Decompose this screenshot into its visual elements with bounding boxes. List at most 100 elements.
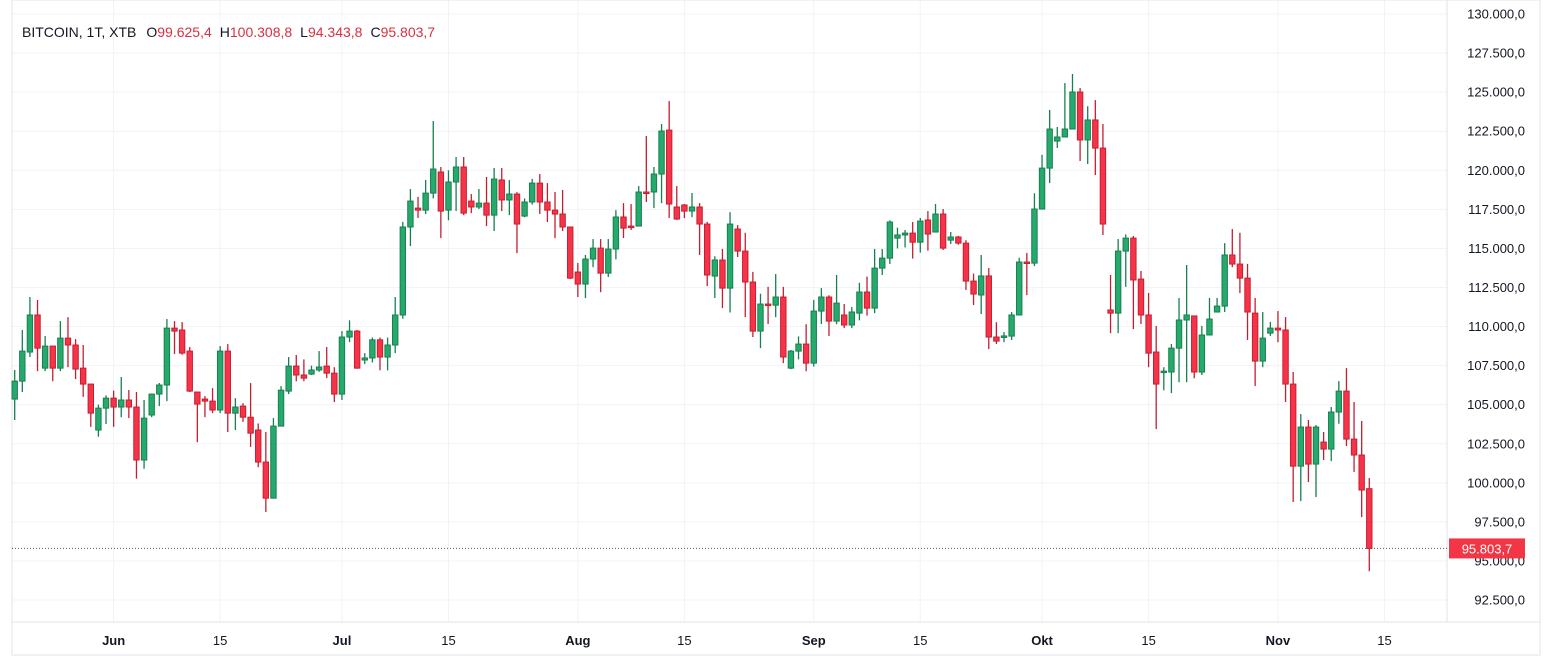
- candle[interactable]: [627, 204, 635, 230]
- candle[interactable]: [635, 186, 642, 227]
- candle[interactable]: [1183, 264, 1190, 383]
- candle[interactable]: [681, 204, 688, 219]
- candle[interactable]: [34, 299, 41, 372]
- candle[interactable]: [376, 337, 384, 371]
- candle[interactable]: [1236, 232, 1244, 294]
- candle[interactable]: [1335, 381, 1343, 424]
- candle[interactable]: [102, 395, 110, 425]
- candle[interactable]: [331, 367, 338, 403]
- candle[interactable]: [224, 344, 231, 433]
- candle[interactable]: [1191, 315, 1198, 379]
- candle[interactable]: [506, 179, 513, 216]
- candle[interactable]: [536, 174, 543, 215]
- candle[interactable]: [620, 203, 627, 239]
- candle[interactable]: [886, 220, 894, 265]
- candle[interactable]: [551, 192, 559, 239]
- candle[interactable]: [1023, 252, 1031, 296]
- candle[interactable]: [673, 186, 680, 220]
- candle[interactable]: [346, 320, 353, 343]
- candle[interactable]: [232, 398, 239, 431]
- candle[interactable]: [209, 388, 216, 414]
- candle[interactable]: [1153, 326, 1160, 430]
- candle[interactable]: [589, 239, 597, 268]
- candle[interactable]: [338, 331, 346, 401]
- candle[interactable]: [293, 355, 300, 382]
- candle[interactable]: [270, 418, 277, 499]
- candle[interactable]: [26, 297, 34, 358]
- candle[interactable]: [1198, 325, 1206, 376]
- candle[interactable]: [1130, 235, 1137, 330]
- candle[interactable]: [764, 286, 772, 325]
- candle[interactable]: [1084, 106, 1091, 165]
- time-axis[interactable]: Jun 15 Jul 15 Aug 15 Sep 15 Okt 15 Nov 15: [102, 633, 1392, 648]
- candle[interactable]: [802, 324, 810, 372]
- candle[interactable]: [582, 254, 589, 299]
- candle[interactable]: [41, 335, 49, 372]
- candle[interactable]: [612, 210, 620, 260]
- candle[interactable]: [696, 203, 703, 255]
- candle[interactable]: [894, 227, 901, 249]
- candle[interactable]: [1251, 297, 1259, 387]
- candle[interactable]: [665, 101, 673, 218]
- candle[interactable]: [513, 192, 521, 254]
- candle[interactable]: [780, 286, 787, 364]
- candle[interactable]: [726, 212, 734, 313]
- candle[interactable]: [384, 337, 391, 371]
- candles[interactable]: [11, 74, 1373, 572]
- candle[interactable]: [247, 383, 254, 447]
- candle[interactable]: [1175, 297, 1183, 383]
- candle[interactable]: [414, 196, 422, 218]
- candle[interactable]: [323, 347, 330, 379]
- candle[interactable]: [947, 232, 954, 245]
- candle[interactable]: [528, 178, 536, 205]
- candle[interactable]: [201, 396, 209, 418]
- candle[interactable]: [498, 167, 505, 212]
- candle[interactable]: [483, 177, 490, 227]
- candle[interactable]: [72, 339, 79, 380]
- candle[interactable]: [308, 365, 315, 376]
- candle[interactable]: [87, 383, 94, 427]
- candle[interactable]: [95, 404, 102, 437]
- candle[interactable]: [437, 166, 445, 239]
- candle[interactable]: [64, 317, 72, 368]
- candle[interactable]: [171, 321, 178, 355]
- candle[interactable]: [939, 209, 947, 250]
- candle[interactable]: [1000, 332, 1008, 343]
- candle[interactable]: [879, 249, 886, 275]
- price-axis[interactable]: 130.000,0 127.500,0 125.000,0 122.500,0 120.…: [1467, 7, 1525, 608]
- candle[interactable]: [315, 351, 323, 372]
- candle[interactable]: [962, 240, 970, 290]
- candle[interactable]: [856, 282, 863, 321]
- candle[interactable]: [399, 221, 407, 319]
- candle[interactable]: [825, 295, 833, 336]
- candle[interactable]: [468, 194, 475, 214]
- candle[interactable]: [597, 239, 604, 293]
- candle[interactable]: [216, 346, 224, 414]
- candle[interactable]: [924, 211, 932, 251]
- candle[interactable]: [460, 156, 467, 216]
- candle[interactable]: [1305, 420, 1312, 483]
- candle[interactable]: [1267, 321, 1274, 336]
- candle[interactable]: [353, 329, 361, 369]
- candle[interactable]: [1031, 193, 1038, 267]
- candle[interactable]: [1274, 311, 1282, 343]
- candle[interactable]: [658, 124, 665, 204]
- candle[interactable]: [863, 276, 871, 316]
- candle[interactable]: [1038, 154, 1046, 210]
- candle[interactable]: [186, 347, 193, 393]
- candle[interactable]: [79, 345, 87, 397]
- candle[interactable]: [688, 192, 696, 218]
- candle[interactable]: [300, 359, 308, 382]
- candle[interactable]: [840, 304, 848, 329]
- candle[interactable]: [544, 183, 551, 223]
- candle[interactable]: [285, 357, 292, 395]
- candle[interactable]: [452, 156, 460, 212]
- candle[interactable]: [1259, 312, 1266, 368]
- candle[interactable]: [178, 322, 186, 355]
- candle[interactable]: [1358, 420, 1365, 518]
- candle[interactable]: [1054, 126, 1061, 148]
- candle[interactable]: [445, 170, 452, 221]
- candle[interactable]: [1016, 257, 1023, 316]
